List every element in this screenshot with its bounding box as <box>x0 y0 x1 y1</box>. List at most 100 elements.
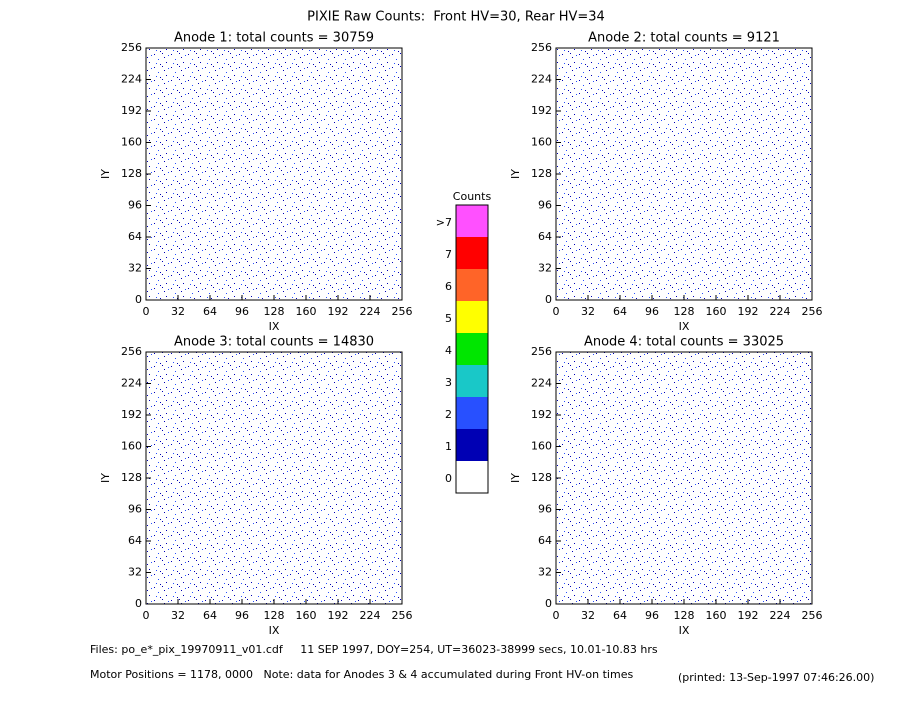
y-tick-label: 32 <box>538 566 552 579</box>
x-tick-label: 32 <box>581 609 595 622</box>
panel-title: Anode 4: total counts = 33025 <box>584 335 784 350</box>
x-tick-label: 0 <box>143 305 150 318</box>
colorbar-box <box>456 397 488 429</box>
x-tick-label: 64 <box>203 609 217 622</box>
x-tick-label: 32 <box>581 305 595 318</box>
x-tick-label: 224 <box>360 305 381 318</box>
plot-area <box>145 47 403 301</box>
x-tick-label: 160 <box>706 609 727 622</box>
y-tick-label: 224 <box>531 73 552 86</box>
colorbar-label: 6 <box>445 280 452 293</box>
x-tick-label: 96 <box>235 305 249 318</box>
footer-printed: (printed: 13-Sep-1997 07:46:26.00) <box>678 671 874 684</box>
colorbar-label: 3 <box>445 376 452 389</box>
colorbar-label: 1 <box>445 440 452 453</box>
y-tick-label: 192 <box>531 104 552 117</box>
y-tick-label: 0 <box>135 293 142 306</box>
colorbar-box <box>456 301 488 333</box>
y-tick-label: 96 <box>128 199 142 212</box>
x-tick-label: 128 <box>264 305 285 318</box>
colorbar-label: 2 <box>445 408 452 421</box>
y-tick-label: 32 <box>128 262 142 275</box>
y-tick-label: 160 <box>121 136 142 149</box>
y-tick-label: 0 <box>545 293 552 306</box>
x-tick-label: 96 <box>645 305 659 318</box>
x-tick-label: 32 <box>171 305 185 318</box>
y-tick-label: 256 <box>121 41 142 54</box>
y-axis-label: IY <box>509 473 522 483</box>
colorbar-label: 4 <box>445 344 452 357</box>
colorbar-title: Counts <box>453 190 492 203</box>
y-tick-label: 192 <box>121 408 142 421</box>
x-tick-label: 128 <box>674 305 695 318</box>
colorbar-label: 5 <box>445 312 452 325</box>
footer-files: Files: po_e*_pix_19970911_v01.cdf 11 SEP… <box>90 643 658 656</box>
plot-area <box>555 47 813 301</box>
x-tick-label: 224 <box>770 305 791 318</box>
y-tick-label: 256 <box>531 345 552 358</box>
x-tick-label: 256 <box>802 609 823 622</box>
y-tick-label: 64 <box>128 534 142 547</box>
y-tick-label: 64 <box>538 534 552 547</box>
footer-motor: Motor Positions = 1178, 0000 Note: data … <box>90 668 633 681</box>
x-tick-label: 192 <box>738 305 759 318</box>
y-tick-label: 160 <box>531 136 552 149</box>
y-tick-label: 128 <box>121 471 142 484</box>
y-tick-label: 96 <box>128 503 142 516</box>
y-tick-label: 0 <box>545 597 552 610</box>
y-tick-label: 64 <box>128 230 142 243</box>
x-tick-label: 96 <box>235 609 249 622</box>
y-tick-label: 160 <box>531 440 552 453</box>
y-tick-label: 160 <box>121 440 142 453</box>
x-tick-label: 160 <box>296 609 317 622</box>
x-axis-label: IX <box>269 624 280 637</box>
x-tick-label: 128 <box>264 609 285 622</box>
y-tick-label: 32 <box>128 566 142 579</box>
y-tick-label: 224 <box>531 377 552 390</box>
x-tick-label: 32 <box>171 609 185 622</box>
x-axis-label: IX <box>679 320 690 333</box>
y-tick-label: 192 <box>531 408 552 421</box>
colorbar-box <box>456 333 488 365</box>
x-tick-label: 64 <box>613 305 627 318</box>
y-axis-label: IY <box>509 169 522 179</box>
colorbar-label: >7 <box>436 216 452 229</box>
figure-title: PIXIE Raw Counts: Front HV=30, Rear HV=3… <box>307 10 605 25</box>
y-tick-label: 96 <box>538 503 552 516</box>
y-tick-label: 64 <box>538 230 552 243</box>
colorbar-box <box>456 461 488 493</box>
x-tick-label: 192 <box>328 609 349 622</box>
x-axis-label: IX <box>269 320 280 333</box>
y-tick-label: 192 <box>121 104 142 117</box>
y-tick-label: 224 <box>121 377 142 390</box>
y-axis-label: IY <box>99 473 112 483</box>
colorbar-box <box>456 269 488 301</box>
x-axis-label: IX <box>679 624 690 637</box>
x-tick-label: 192 <box>738 609 759 622</box>
x-tick-label: 256 <box>392 609 413 622</box>
x-tick-label: 160 <box>706 305 727 318</box>
y-tick-label: 0 <box>135 597 142 610</box>
y-tick-label: 96 <box>538 199 552 212</box>
x-tick-label: 64 <box>203 305 217 318</box>
panel-title: Anode 3: total counts = 14830 <box>174 335 374 350</box>
x-tick-label: 224 <box>770 609 791 622</box>
y-tick-label: 224 <box>121 73 142 86</box>
plot-area <box>145 351 403 605</box>
x-tick-label: 160 <box>296 305 317 318</box>
y-tick-label: 32 <box>538 262 552 275</box>
colorbar-box <box>456 237 488 269</box>
y-tick-label: 256 <box>121 345 142 358</box>
y-tick-label: 128 <box>531 167 552 180</box>
colorbar-label: 7 <box>445 248 452 261</box>
colorbar-frame <box>455 204 489 494</box>
x-tick-label: 256 <box>802 305 823 318</box>
x-tick-label: 128 <box>674 609 695 622</box>
x-tick-label: 192 <box>328 305 349 318</box>
y-tick-label: 128 <box>121 167 142 180</box>
panel-title: Anode 2: total counts = 9121 <box>588 31 780 46</box>
colorbar-label: 0 <box>445 472 452 485</box>
y-axis-label: IY <box>99 169 112 179</box>
